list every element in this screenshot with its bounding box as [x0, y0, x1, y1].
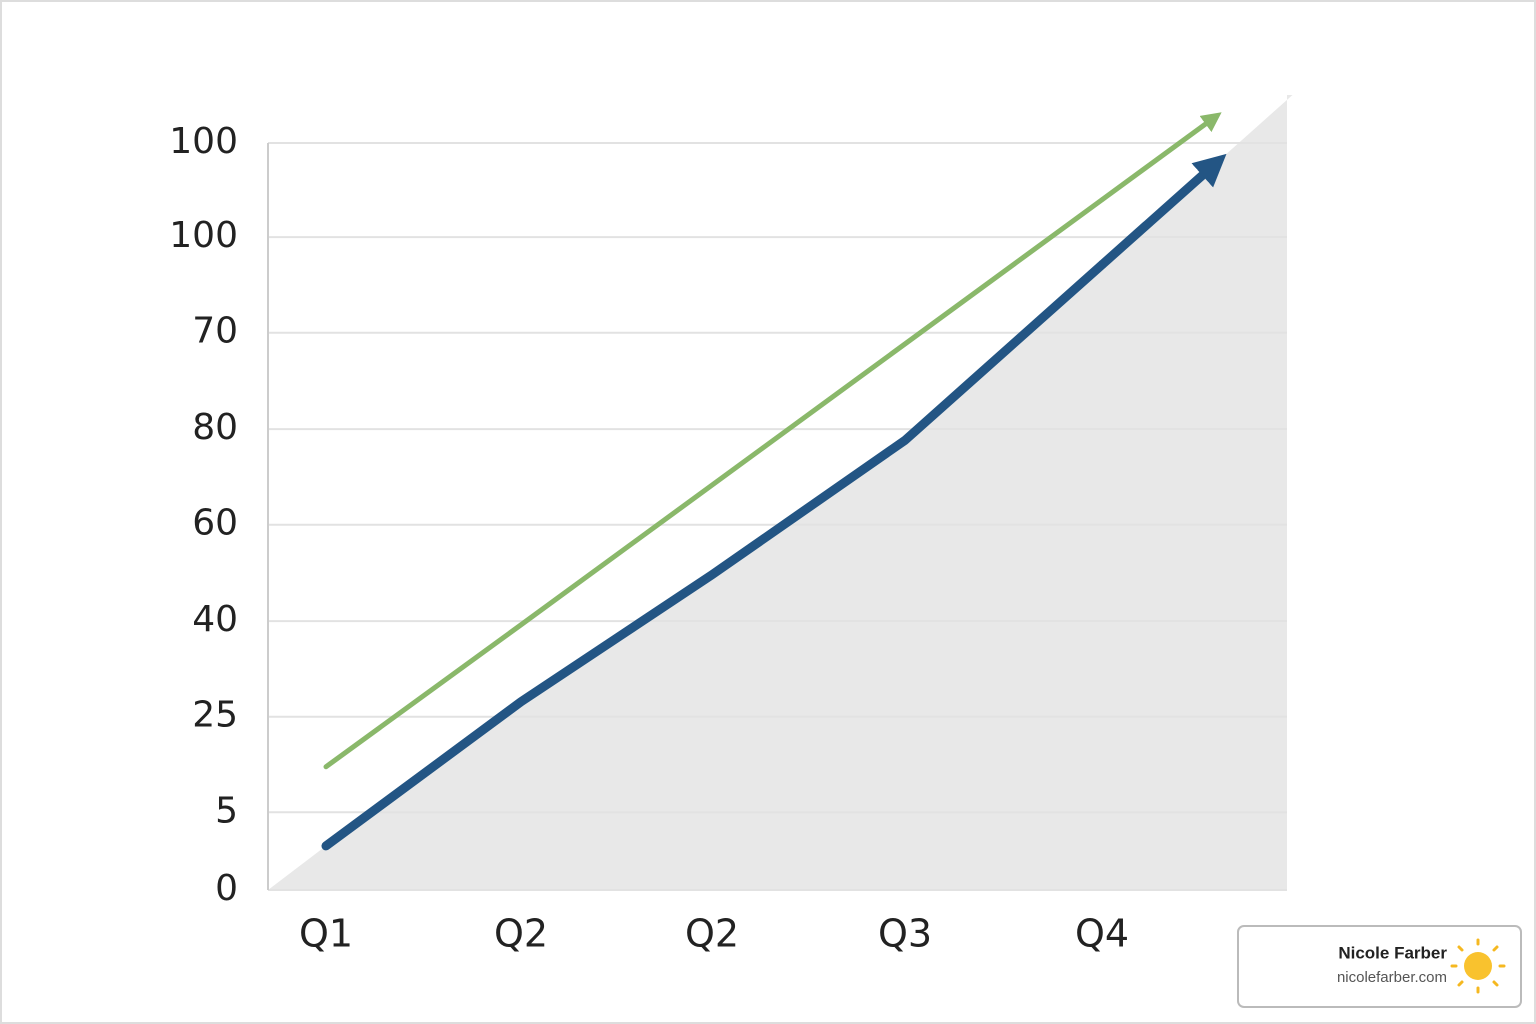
- y-tick-label: 5: [215, 790, 238, 831]
- y-tick-label: 80: [192, 407, 238, 448]
- y-tick-label: 100: [169, 121, 238, 162]
- y-tick-label: 100: [169, 215, 238, 256]
- y-tick-label: 25: [192, 695, 238, 736]
- line: [323, 197, 1105, 770]
- x-tick-label: Q4: [1075, 912, 1129, 956]
- arrow: [1099, 153, 1227, 269]
- y-tick-label: 60: [192, 503, 238, 544]
- line: [321, 260, 1107, 851]
- watermark-name: Nicole Farber: [1338, 943, 1447, 962]
- area: [268, 95, 1293, 890]
- x-tick-label: Q2: [494, 912, 548, 956]
- watermark: Nicole Farber nicolefarber.com: [1237, 925, 1522, 1008]
- y-tick-label: 70: [192, 311, 238, 352]
- watermark-box: [1237, 925, 1522, 1008]
- arrow: [1100, 112, 1222, 202]
- y-tick-label: 0: [215, 868, 238, 909]
- y-tick-label: 40: [192, 599, 238, 640]
- watermark-url: nicolefarber.com: [1337, 969, 1447, 986]
- x-tick-label: Q2: [685, 912, 739, 956]
- sun-icon: [1450, 938, 1506, 994]
- x-tick-label: Q1: [299, 912, 353, 956]
- x-tick-label: Q3: [878, 912, 932, 956]
- plot: 0 5 25 40 60 80 70 100 100 Q1 Q2 Q2 Q3 Q4: [169, 95, 1293, 956]
